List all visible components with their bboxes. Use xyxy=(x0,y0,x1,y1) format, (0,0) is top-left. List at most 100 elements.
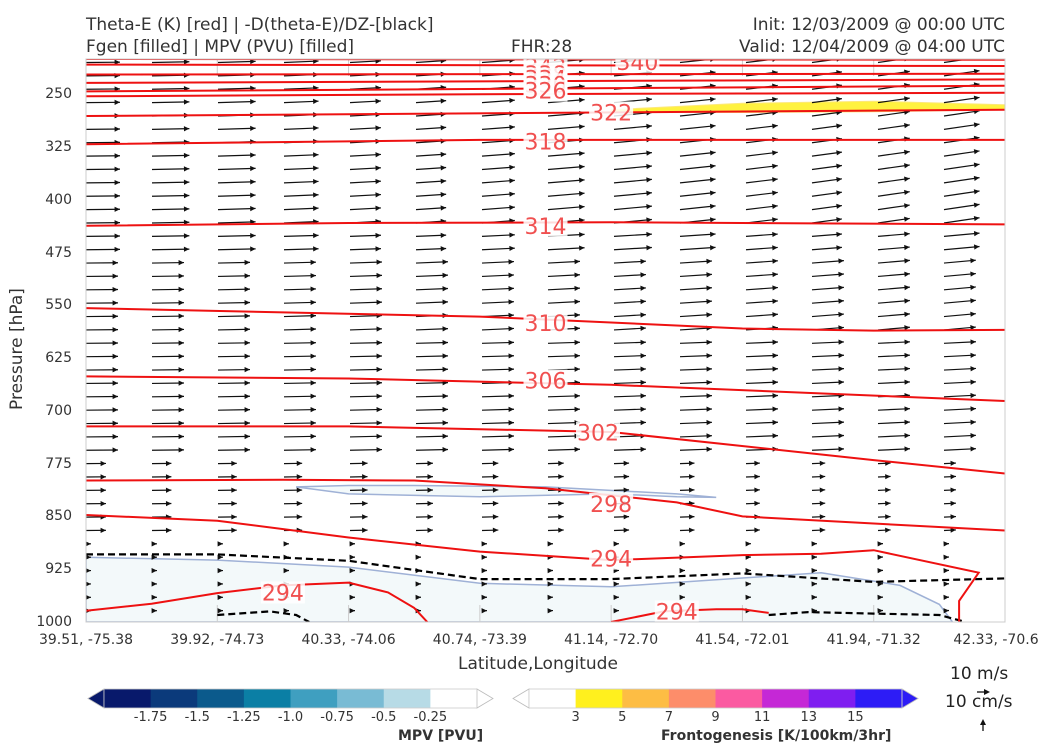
wind-vector-head xyxy=(492,460,499,466)
wind-vector-head xyxy=(688,474,695,480)
theta-e-label-bg xyxy=(576,421,621,444)
x-tick-label: 39.51, -75.38 xyxy=(38,632,134,648)
theta-e-contour-label: 314 xyxy=(525,215,567,240)
wind-vector-head xyxy=(244,380,250,386)
wind-vector-head xyxy=(623,514,630,520)
wind-vector-head xyxy=(508,312,514,318)
wind-vector-head xyxy=(509,124,515,130)
title-left-line2: Fgen [filled] | MPV (PVU) [filled] xyxy=(86,37,355,57)
wind-vector-head xyxy=(547,568,553,574)
mpv-colorbar-tick: -1.0 xyxy=(277,710,304,725)
theta-e-contour xyxy=(86,375,1005,402)
wind-vector-head xyxy=(183,233,190,239)
wind-vector-head xyxy=(508,326,514,332)
wind-vector-head xyxy=(836,150,842,156)
wind-vector-head xyxy=(970,339,976,345)
wind-vector-head xyxy=(706,446,712,452)
wind-vector-head xyxy=(772,231,778,238)
wind-vector-head xyxy=(709,203,716,210)
wind-vector-head xyxy=(440,151,447,158)
wind-vector-head xyxy=(811,541,817,547)
theta-e-contour-label: 318 xyxy=(525,130,567,155)
wind-vector-head xyxy=(904,433,910,439)
wind-vector-head xyxy=(904,189,910,196)
wind-vector-head xyxy=(613,608,619,614)
wind-vector-head xyxy=(183,219,190,225)
wind-vector-head xyxy=(296,460,303,467)
mpv-colorbar-segment xyxy=(104,689,152,708)
wind-vector-head xyxy=(183,59,190,65)
wind-vector-head xyxy=(349,594,355,600)
wind-vector-head xyxy=(375,192,381,198)
wind-vector xyxy=(217,100,256,104)
x-tick-label: 41.54, -72.01 xyxy=(695,632,790,648)
wind-vector-head xyxy=(688,487,695,493)
mpv-colorbar-label: MPV [PVU] xyxy=(398,728,484,744)
wind-vector xyxy=(943,245,980,251)
wind-vector-head xyxy=(745,541,751,547)
wind-vector-head xyxy=(706,419,712,426)
wind-vector xyxy=(217,194,256,197)
wind-vector-head xyxy=(481,608,487,614)
wind-vector-head xyxy=(970,324,976,331)
wind-vector-head xyxy=(310,313,316,319)
vector-key-vertical-label: 10 cm/s xyxy=(945,692,1013,712)
wind-vector-head xyxy=(244,420,250,426)
wind-vector-head xyxy=(508,272,514,278)
wind-vector-head xyxy=(950,500,956,507)
wind-vector-head xyxy=(640,285,646,291)
wind-vector-head xyxy=(217,581,223,587)
wind-vector-head xyxy=(811,554,817,560)
theta-e-contour-label: 302 xyxy=(577,422,619,447)
wind-vector-head xyxy=(481,541,487,547)
wind-vector-head xyxy=(415,594,421,600)
y-tick-label: 325 xyxy=(45,138,72,155)
wind-vector-head xyxy=(440,125,447,131)
wind-vector-head xyxy=(114,59,120,65)
mpv-colorbar-segment xyxy=(290,689,338,708)
wind-vector-head xyxy=(706,272,712,278)
wind-vector-head xyxy=(362,500,368,507)
x-axis-label: Latitude,Longitude xyxy=(458,654,618,674)
wind-vector-head xyxy=(772,258,778,264)
wind-vector-head xyxy=(250,246,256,252)
wind-vector-head xyxy=(178,367,184,373)
wind-vector-head xyxy=(558,474,564,480)
wind-vector-head xyxy=(376,393,382,399)
wind-vector-head xyxy=(165,460,172,467)
mpv-colorbar-frame xyxy=(103,688,478,709)
x-tick-label: 40.33, -74.06 xyxy=(301,632,396,648)
wind-vector-head xyxy=(943,608,949,614)
wind-vector xyxy=(679,233,716,237)
wind-vector-head xyxy=(244,367,250,373)
wind-vector-head xyxy=(950,487,956,493)
y-tick-label: 625 xyxy=(45,350,72,367)
wind-vector-head xyxy=(679,581,685,587)
wind-vector xyxy=(481,153,515,157)
wind-vector-head xyxy=(745,594,751,600)
wind-vector xyxy=(943,110,980,117)
wind-vector-head xyxy=(310,380,316,386)
wind-vector-head xyxy=(244,407,250,413)
wind-vector-head xyxy=(442,366,448,372)
wind-vector-head xyxy=(114,193,120,199)
mpv-colorbar-segment xyxy=(337,689,385,708)
wind-vector-head xyxy=(375,232,381,239)
wind-vector-head xyxy=(492,514,499,520)
forecast-hour: FHR:28 xyxy=(511,37,573,57)
wind-vector-head xyxy=(904,311,910,317)
fgen-colorbar-segment xyxy=(715,689,763,708)
wind-vector-head xyxy=(877,568,883,574)
wind-vector-head xyxy=(970,446,976,452)
wind-vector-head xyxy=(772,285,778,291)
wind-vector-head xyxy=(313,246,319,252)
wind-vector xyxy=(151,181,190,184)
wind-vector-head xyxy=(904,366,910,372)
wind-vector-head xyxy=(349,568,355,574)
wind-vector-head xyxy=(165,527,172,533)
wind-vector-head xyxy=(178,273,184,279)
wind-vector-head xyxy=(244,393,250,399)
y-tick-label: 475 xyxy=(45,244,72,261)
theta-e-label-bg xyxy=(589,101,634,124)
